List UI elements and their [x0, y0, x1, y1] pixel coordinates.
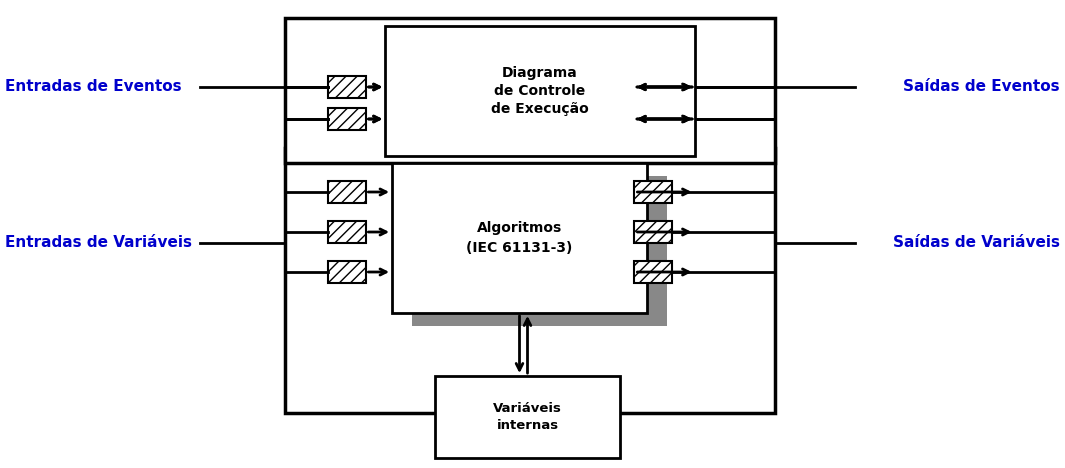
Text: Saídas de Variáveis: Saídas de Variáveis: [892, 235, 1060, 250]
Bar: [285, 18, 775, 163]
Bar: [328, 261, 366, 283]
Text: Saídas de Eventos: Saídas de Eventos: [903, 80, 1060, 95]
Bar: [328, 76, 366, 98]
Bar: [412, 176, 667, 326]
Bar: [634, 261, 672, 283]
Bar: [386, 26, 695, 156]
Text: Entradas de Variáveis: Entradas de Variáveis: [5, 235, 192, 250]
Bar: [328, 108, 366, 130]
Bar: [634, 181, 672, 203]
Bar: [328, 181, 366, 203]
Bar: [392, 163, 648, 313]
Bar: [285, 148, 775, 413]
Bar: [634, 108, 672, 130]
Text: Variáveis
internas: Variáveis internas: [493, 402, 562, 432]
Bar: [634, 76, 672, 98]
Bar: [328, 221, 366, 243]
Bar: [435, 376, 620, 458]
Text: Entradas de Eventos: Entradas de Eventos: [5, 80, 182, 95]
Text: Algoritmos
(IEC 61131-3): Algoritmos (IEC 61131-3): [466, 221, 573, 255]
Bar: [634, 221, 672, 243]
Text: Diagrama
de Controle
de Execução: Diagrama de Controle de Execução: [491, 66, 589, 117]
